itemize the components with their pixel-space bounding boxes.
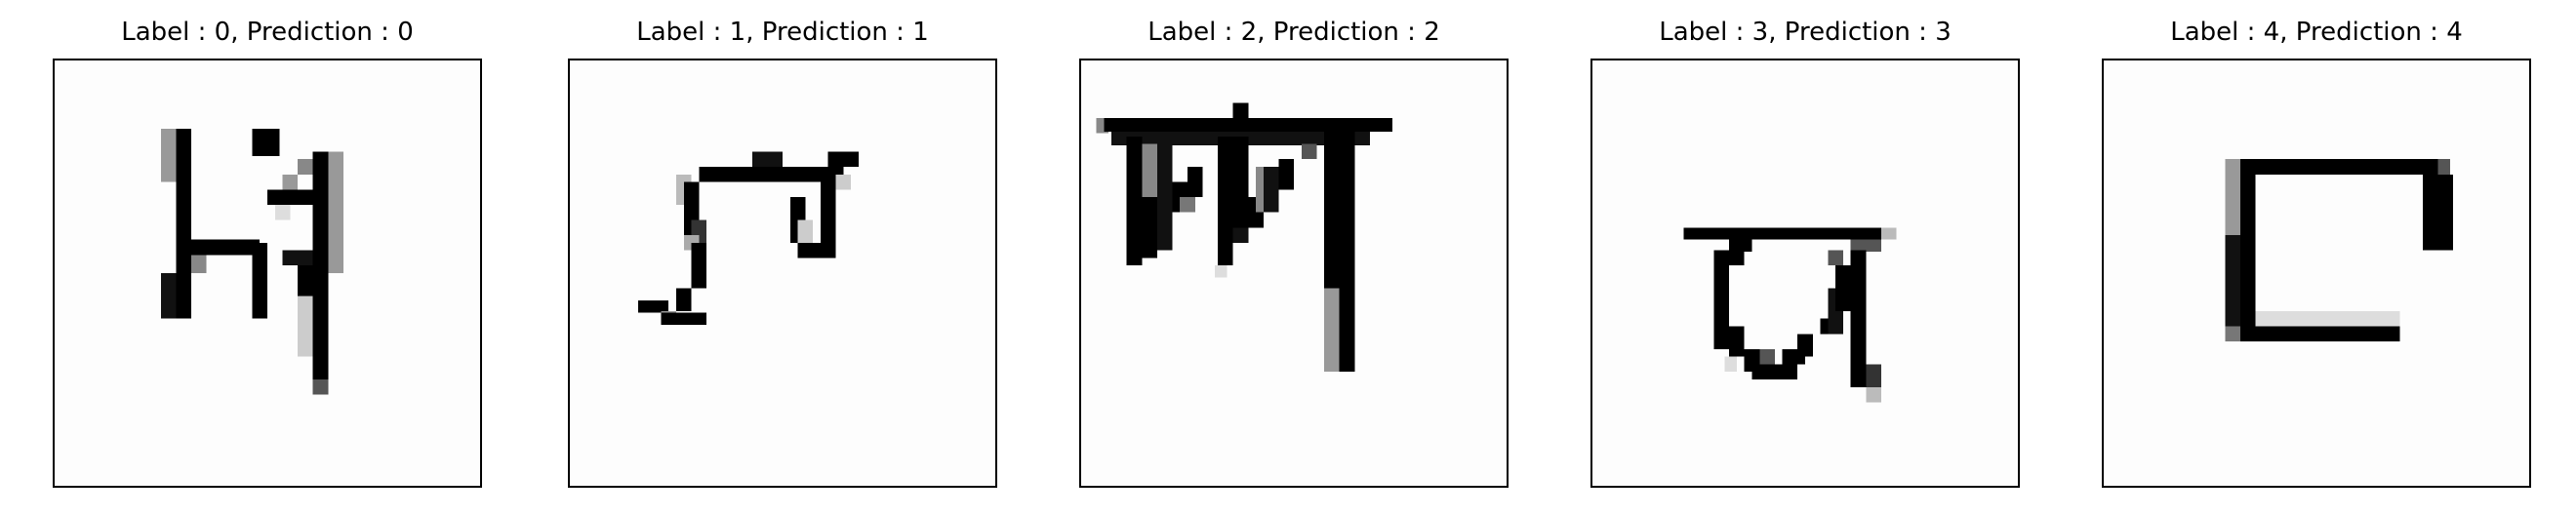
character-image: [2102, 59, 2531, 488]
character-image: [1079, 59, 1509, 488]
character-4-glyph: [2225, 159, 2454, 342]
panel-title: Label : 1, Prediction : 1: [636, 18, 929, 47]
character-2-glyph: [1096, 102, 1393, 373]
sample-panel-2: Label : 2, Prediction : 2: [1079, 0, 1509, 517]
panel-title: Label : 4, Prediction : 4: [2170, 18, 2463, 47]
character-image: [53, 59, 482, 488]
sample-panel-3: Label : 3, Prediction : 3: [1590, 0, 2020, 517]
character-image: [568, 59, 997, 488]
sample-panel-0: Label : 0, Prediction : 0: [53, 0, 482, 517]
panel-title: Label : 3, Prediction : 3: [1659, 18, 1952, 47]
sample-panel-1: Label : 1, Prediction : 1: [568, 0, 997, 517]
character-image: [1590, 59, 2020, 488]
character-3-glyph: [1683, 227, 1897, 403]
sample-panel-4: Label : 4, Prediction : 4: [2102, 0, 2531, 517]
panel-title: Label : 0, Prediction : 0: [121, 18, 414, 47]
panel-title: Label : 2, Prediction : 2: [1147, 18, 1440, 47]
character-0-glyph: [161, 129, 343, 395]
character-1-glyph: [638, 151, 859, 325]
